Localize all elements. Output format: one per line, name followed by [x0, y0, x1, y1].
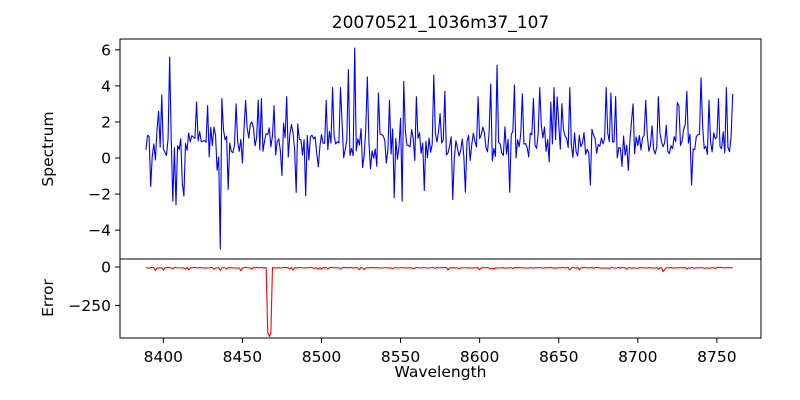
- spectrum-y-tick-label: 6: [101, 41, 111, 59]
- x-tick-label: 8750: [697, 348, 736, 366]
- x-tick-label: 8700: [618, 348, 657, 366]
- error-data-line: [145, 266, 733, 338]
- spectrum-y-tick-label: 2: [101, 113, 111, 131]
- spectrum-y-tick-label: 4: [101, 77, 111, 95]
- spectrum-y-tick-label: −2: [88, 186, 111, 204]
- x-tick-label: 8500: [302, 348, 341, 366]
- error-y-axis-label: Error: [39, 279, 57, 317]
- x-tick-label: 8450: [223, 348, 262, 366]
- figure-title: 20070521_1036m37_107: [331, 13, 550, 33]
- x-tick-label: 8550: [381, 348, 420, 366]
- error-y-tick-label: −250: [68, 297, 111, 315]
- error-axes-frame: [119, 258, 762, 339]
- error-y-tick-label: 0: [101, 258, 111, 276]
- x-axis-label: Wavelength: [394, 363, 487, 381]
- spectrum-y-tick-label: −4: [88, 222, 111, 240]
- spectrum-data-line: [145, 47, 734, 250]
- spectrum-y-tick-label: 0: [101, 150, 111, 168]
- x-tick-label: 8650: [539, 348, 578, 366]
- x-tick-label: 8600: [460, 348, 499, 366]
- x-tick-label: 8400: [144, 348, 183, 366]
